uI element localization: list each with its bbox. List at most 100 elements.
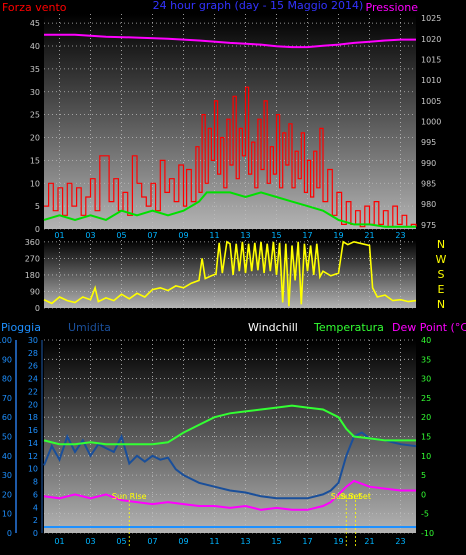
tick-label-wind: 0 xyxy=(35,225,40,234)
series-direction xyxy=(43,240,417,307)
tick-label-temperature: 10 xyxy=(421,452,431,461)
tick-label-rain: 40 xyxy=(2,452,12,461)
tick-label-pressure: 1005 xyxy=(421,97,441,106)
tick-label-humidity: 12 xyxy=(28,452,38,461)
compass-label: W xyxy=(436,253,447,266)
tick-label-humidity: 24 xyxy=(28,375,38,384)
tick-label-humidity: 6 xyxy=(33,490,38,499)
hour-label: 09 xyxy=(178,537,188,546)
tick-label-wind: 5 xyxy=(35,202,40,211)
compass-label: N xyxy=(437,298,445,311)
hour-label: 21 xyxy=(364,537,374,546)
hour-label: 11 xyxy=(209,231,219,240)
humidity-axis-label: Umidita xyxy=(68,321,111,334)
compass-label: E xyxy=(438,283,445,296)
hour-label: 11 xyxy=(209,537,219,546)
hour-label: 03 xyxy=(85,231,95,240)
tick-label-temperature: 0 xyxy=(421,490,426,499)
tick-label-humidity: 8 xyxy=(33,478,38,487)
tick-label-pressure: 1015 xyxy=(421,55,441,64)
tick-label-pressure: 980 xyxy=(421,200,436,209)
hour-label: 15 xyxy=(271,231,281,240)
tick-label-direction: 0 xyxy=(35,304,40,313)
tick-label-wind: 40 xyxy=(30,42,40,51)
tick-label-temperature: 30 xyxy=(421,375,431,384)
hour-label: 23 xyxy=(395,537,405,546)
tick-label-temperature: -5 xyxy=(421,510,429,519)
tick-label-rain: 80 xyxy=(2,375,12,384)
rain-axis-label: Pioggia xyxy=(1,321,41,334)
dewpoint-label: Dew Point (°C) xyxy=(392,321,466,334)
hour-label: 05 xyxy=(116,537,126,546)
tick-label-temperature: 15 xyxy=(421,433,431,442)
tick-label-humidity: 2 xyxy=(33,516,38,525)
hour-label: 03 xyxy=(85,537,95,546)
hour-label: 01 xyxy=(54,537,64,546)
tick-label-humidity: 10 xyxy=(28,465,38,474)
tick-label-rain: 30 xyxy=(2,471,12,480)
tick-label-pressure: 995 xyxy=(421,138,436,147)
tick-label-humidity: 14 xyxy=(28,439,38,448)
pressure-axis-label: Pressione xyxy=(366,1,419,14)
series-gust xyxy=(43,191,416,228)
windchill-label: Windchill xyxy=(248,321,298,334)
tick-label-temperature: 5 xyxy=(421,471,426,480)
hour-label: 23 xyxy=(395,231,405,240)
tick-label-wind: 25 xyxy=(30,111,40,120)
hour-label: 05 xyxy=(116,231,126,240)
hour-label: 07 xyxy=(147,231,157,240)
hour-label: 13 xyxy=(240,537,250,546)
hour-label: 01 xyxy=(54,231,64,240)
tick-label-rain: 50 xyxy=(2,433,12,442)
wind-axis-label: Forza vento xyxy=(2,1,67,14)
tick-label-temperature: -10 xyxy=(421,529,434,538)
sun-event-label: Sun Set xyxy=(340,492,371,501)
tick-label-direction: 180 xyxy=(25,271,40,280)
hour-label: 19 xyxy=(333,231,343,240)
tick-label-humidity: 18 xyxy=(28,413,38,422)
hour-label: 09 xyxy=(178,231,188,240)
tick-label-pressure: 1010 xyxy=(421,76,441,85)
tick-label-humidity: 26 xyxy=(28,362,38,371)
tick-label-pressure: 1025 xyxy=(421,14,441,23)
sun-event-label: Sun Set xyxy=(331,492,362,501)
hour-label: 21 xyxy=(364,231,374,240)
hour-label: 15 xyxy=(271,537,281,546)
tick-label-humidity: 20 xyxy=(28,400,38,409)
hour-label: 17 xyxy=(302,537,312,546)
tick-label-wind: 10 xyxy=(30,179,40,188)
tick-label-pressure: 985 xyxy=(421,180,436,189)
tick-label-temperature: 25 xyxy=(421,394,431,403)
tick-label-direction: 90 xyxy=(30,287,40,296)
tick-label-rain: 20 xyxy=(2,490,12,499)
hour-label: 07 xyxy=(147,537,157,546)
series-pressure xyxy=(44,33,416,49)
tick-label-wind: 20 xyxy=(30,134,40,143)
tick-label-direction: 360 xyxy=(25,238,40,247)
compass-label: S xyxy=(438,268,445,281)
series-temperature xyxy=(43,404,416,446)
hour-label: 17 xyxy=(302,231,312,240)
tick-label-pressure: 990 xyxy=(421,159,436,168)
tick-label-humidity: 4 xyxy=(33,503,38,512)
compass-label: N xyxy=(437,238,445,251)
tick-label-temperature: 20 xyxy=(421,413,431,422)
temperature-label: Temperatura xyxy=(313,321,384,334)
tick-label-wind: 35 xyxy=(30,65,40,74)
hour-label: 19 xyxy=(333,537,343,546)
tick-label-direction: 270 xyxy=(25,254,40,263)
tick-label-wind: 15 xyxy=(30,156,40,165)
tick-label-humidity: 30 xyxy=(28,336,38,345)
tick-label-humidity: 28 xyxy=(28,349,38,358)
tick-label-humidity: 22 xyxy=(28,387,38,396)
tick-label-rain: 60 xyxy=(2,413,12,422)
tick-label-pressure: 1000 xyxy=(421,118,441,127)
tick-label-wind: 30 xyxy=(30,88,40,97)
tick-label-rain: 10 xyxy=(2,510,12,519)
tick-label-temperature: 40 xyxy=(421,336,431,345)
hour-label: 13 xyxy=(240,231,250,240)
tick-label-pressure: 1020 xyxy=(421,35,441,44)
